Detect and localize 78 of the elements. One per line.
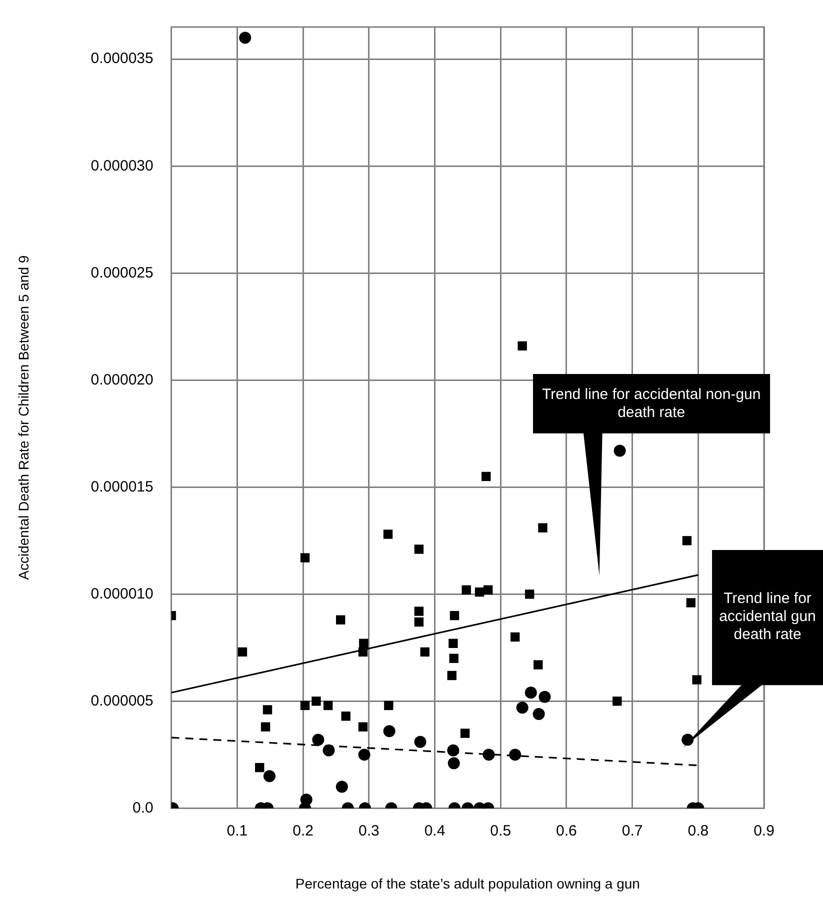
point	[524, 590, 534, 599]
point	[518, 341, 527, 350]
point	[447, 670, 456, 680]
point	[260, 722, 270, 732]
point	[692, 675, 702, 684]
point	[510, 632, 520, 642]
point	[414, 544, 424, 554]
point	[682, 536, 692, 546]
x-tick-label: 0.5	[490, 822, 512, 840]
point	[358, 748, 370, 761]
y-tick-label: 0.000025	[90, 264, 154, 282]
point	[312, 734, 324, 746]
point	[336, 780, 348, 793]
point	[255, 762, 264, 772]
x-tick-label: 0.3	[358, 822, 380, 840]
x-tick-label: 0.8	[688, 822, 709, 840]
point	[484, 585, 493, 594]
y-tick-label: 0.000020	[90, 371, 154, 388]
point	[614, 444, 626, 457]
point	[414, 617, 424, 627]
point	[359, 638, 368, 648]
point	[524, 686, 537, 699]
annotation: Trend line for accidental gun death rate	[718, 590, 817, 644]
y-tick-label: 0.000010	[90, 585, 154, 602]
x-tick-label: 0.4	[424, 822, 446, 840]
point	[238, 647, 248, 657]
point	[420, 647, 430, 657]
speech-callout: Trend line for accidental gun death rate	[682, 550, 823, 748]
point	[448, 638, 458, 648]
point	[414, 606, 424, 616]
point	[262, 705, 272, 714]
point	[538, 690, 551, 703]
y-tick-label: 0.000005	[90, 692, 154, 710]
point	[516, 702, 528, 714]
point	[300, 700, 310, 710]
point	[323, 700, 333, 710]
point	[263, 770, 276, 782]
point	[460, 728, 470, 738]
point	[300, 794, 312, 806]
point	[358, 722, 368, 732]
x-axis-title: Percentage of the state’s adult population owning a gun	[295, 875, 640, 892]
annotation: Trend line for accidental non-gun death rate	[541, 386, 762, 422]
x-tick-label: 0.6	[556, 822, 577, 840]
point	[239, 32, 252, 44]
point	[449, 654, 458, 663]
point	[300, 553, 310, 562]
y-tick-label: 0.000030	[90, 157, 154, 174]
x-tick-label: 0.7	[622, 822, 643, 840]
point	[482, 748, 495, 761]
speech-callout: Trend line for accidental non-gun death rate	[532, 374, 770, 576]
x-tick-label: 0.2	[292, 822, 314, 840]
point	[686, 598, 696, 608]
y-tick-label: 0.000035	[90, 50, 154, 68]
point	[509, 748, 522, 761]
point	[341, 712, 350, 721]
y-tick-label: 0.000015	[90, 478, 154, 496]
point	[383, 725, 396, 738]
point	[532, 708, 545, 720]
point	[384, 700, 394, 710]
y-axis-title: Accidental Death Rate for Children Between 5 and 9	[15, 255, 32, 580]
point	[482, 472, 491, 482]
point	[322, 744, 335, 756]
point	[534, 660, 543, 670]
point	[383, 530, 393, 539]
point	[312, 696, 321, 706]
point	[336, 615, 346, 624]
point	[450, 610, 460, 620]
point	[538, 523, 548, 532]
point	[414, 736, 426, 748]
y-tick-label: 0.0	[132, 799, 154, 816]
point	[447, 744, 460, 756]
x-tick-label: 0.9	[754, 822, 774, 840]
point	[358, 647, 368, 657]
x-tick-label: 0.1	[226, 822, 248, 840]
point	[448, 757, 460, 770]
point	[474, 587, 484, 597]
point	[612, 696, 622, 706]
point	[462, 585, 471, 594]
